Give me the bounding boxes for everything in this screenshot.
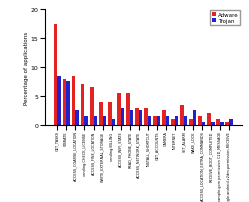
Legend: Adware, Trojan: Adware, Trojan bbox=[210, 11, 241, 26]
Bar bbox=[216, 119, 220, 125]
Bar bbox=[211, 122, 215, 125]
Bar bbox=[81, 85, 84, 125]
Bar bbox=[99, 102, 103, 125]
Bar bbox=[72, 76, 75, 125]
Bar bbox=[108, 102, 112, 125]
Bar bbox=[193, 111, 196, 125]
Bar bbox=[175, 117, 178, 125]
Bar bbox=[84, 117, 88, 125]
Bar bbox=[229, 119, 233, 125]
Bar bbox=[130, 111, 133, 125]
Bar bbox=[171, 119, 175, 125]
Bar bbox=[220, 122, 224, 125]
Y-axis label: Percentage of applications: Percentage of applications bbox=[24, 31, 29, 104]
Bar bbox=[135, 108, 139, 125]
Bar bbox=[202, 122, 205, 125]
Bar bbox=[153, 117, 157, 125]
Bar bbox=[103, 117, 106, 125]
Bar bbox=[166, 117, 169, 125]
Bar bbox=[184, 117, 187, 125]
Bar bbox=[54, 24, 57, 125]
Bar bbox=[121, 108, 124, 125]
Bar bbox=[144, 108, 148, 125]
Bar bbox=[75, 111, 79, 125]
Bar bbox=[112, 119, 115, 125]
Bar bbox=[117, 94, 121, 125]
Bar bbox=[63, 79, 66, 125]
Bar bbox=[189, 119, 193, 125]
Bar bbox=[66, 82, 70, 125]
Bar bbox=[207, 114, 211, 125]
Bar bbox=[126, 94, 130, 125]
Bar bbox=[148, 117, 151, 125]
Bar bbox=[57, 76, 61, 125]
Bar bbox=[157, 117, 160, 125]
Bar bbox=[94, 117, 97, 125]
Bar bbox=[162, 111, 166, 125]
Bar bbox=[139, 111, 142, 125]
Bar bbox=[180, 105, 184, 125]
Bar bbox=[225, 122, 229, 125]
Bar bbox=[198, 117, 202, 125]
Bar bbox=[90, 88, 94, 125]
